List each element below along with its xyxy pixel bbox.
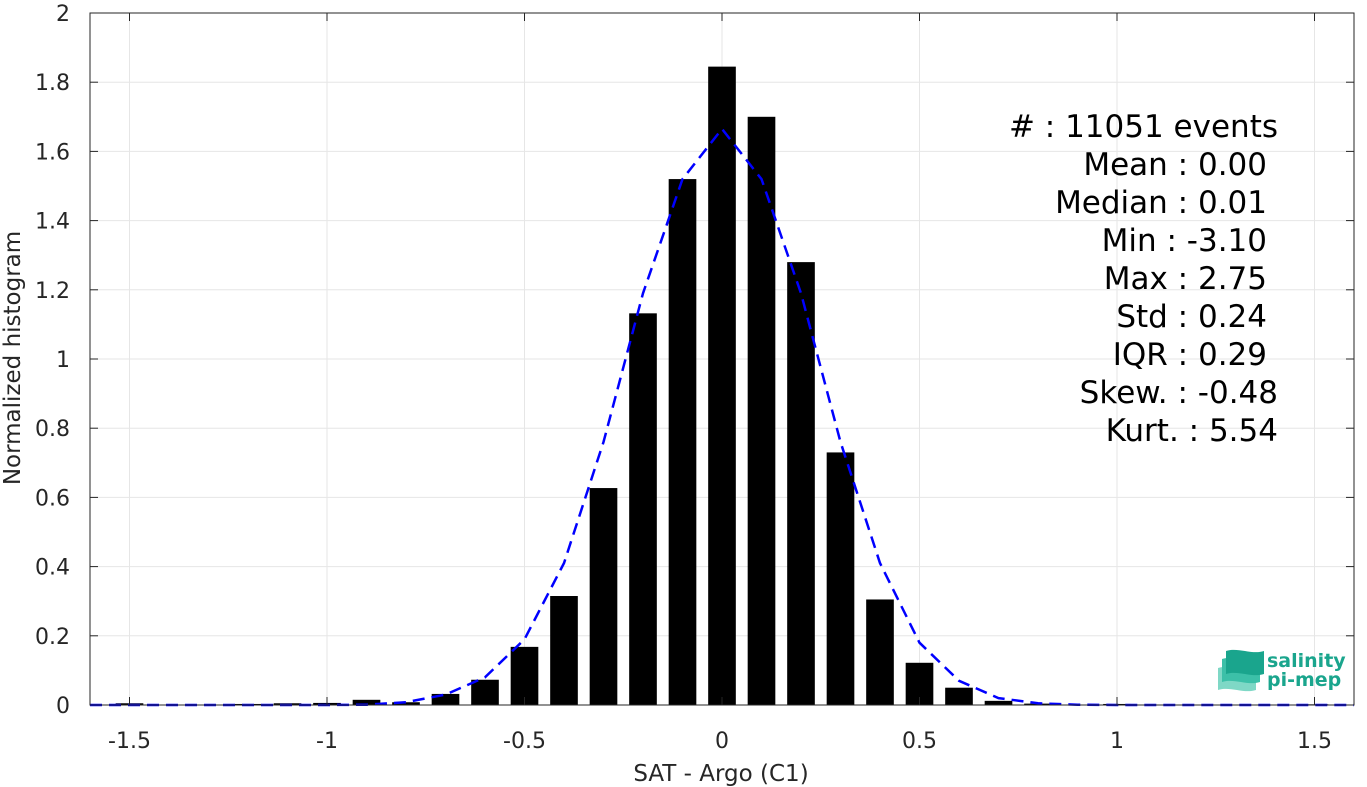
histogram-bar [945,687,973,705]
x-tick-label: -1 [316,729,338,754]
salinity-pimep-logo: salinity pi-mep [1218,649,1346,692]
stat-line: Std : 0.24 [1116,299,1267,335]
x-axis-label: SAT - Argo (C1) [633,761,808,787]
histogram-bar [431,693,460,705]
x-tick-label: -1.5 [108,729,151,754]
histogram-bar [629,313,657,705]
stat-line: IQR : 0.29 [1113,337,1267,373]
histogram-bar [392,702,420,705]
histogram-bar [471,679,499,705]
y-tick-label: 0.6 [35,486,70,511]
histogram-bar [352,699,381,705]
stat-line: Min : -3.10 [1102,223,1267,259]
logo-text-salinity: salinity [1267,650,1346,672]
histogram-bar [984,700,1013,705]
histogram-bar [668,179,697,705]
y-tick-label: 1 [56,348,70,373]
histogram-bar [787,262,815,705]
stat-line: Skew. : -0.48 [1080,375,1278,411]
stat-line: Kurt. : 5.54 [1106,413,1278,449]
y-tick-label: 2 [56,2,70,27]
x-axis-ticks: -1.5 -1 -0.5 0 0.5 1 1.5 [108,13,1332,754]
y-tick-label: 0.4 [35,556,70,581]
stat-line: Max : 2.75 [1104,261,1267,297]
y-tick-label: 0.8 [35,417,70,442]
logo-text-pimep: pi-mep [1267,669,1341,691]
x-tick-label: -0.5 [503,729,546,754]
wave-logo-icon [1218,649,1264,692]
y-tick-label: 0 [56,694,70,719]
x-tick-label: 1.5 [1297,729,1332,754]
stat-line: Median : 0.01 [1055,185,1267,221]
normal-fit-curve [90,126,1354,707]
histogram-bar [589,488,618,705]
x-tick-label: 0.5 [902,729,937,754]
stat-line: Mean : 0.00 [1083,147,1267,183]
y-tick-label: 0.2 [35,625,70,650]
y-tick-label: 1.4 [35,210,70,235]
x-tick-label: 0 [715,729,729,754]
histogram-bar [708,66,736,705]
stat-line: # : 11051 events [1009,109,1278,145]
histogram-bar [866,599,894,705]
histogram-bar [826,452,855,705]
histogram-bar [510,646,539,705]
histogram-bars [115,66,1329,706]
y-axis-label: Normalized histogram [0,231,26,485]
histogram-bar [747,116,776,706]
y-tick-label: 1.6 [35,140,70,165]
y-tick-label: 1.2 [35,279,70,304]
histogram-bar [550,596,578,705]
y-tick-label: 1.8 [35,71,70,96]
y-axis-ticks: 0 0.2 0.4 0.6 0.8 1 1.2 1.4 1.6 1.8 2 [35,2,1354,719]
x-tick-label: 1 [1110,729,1124,754]
